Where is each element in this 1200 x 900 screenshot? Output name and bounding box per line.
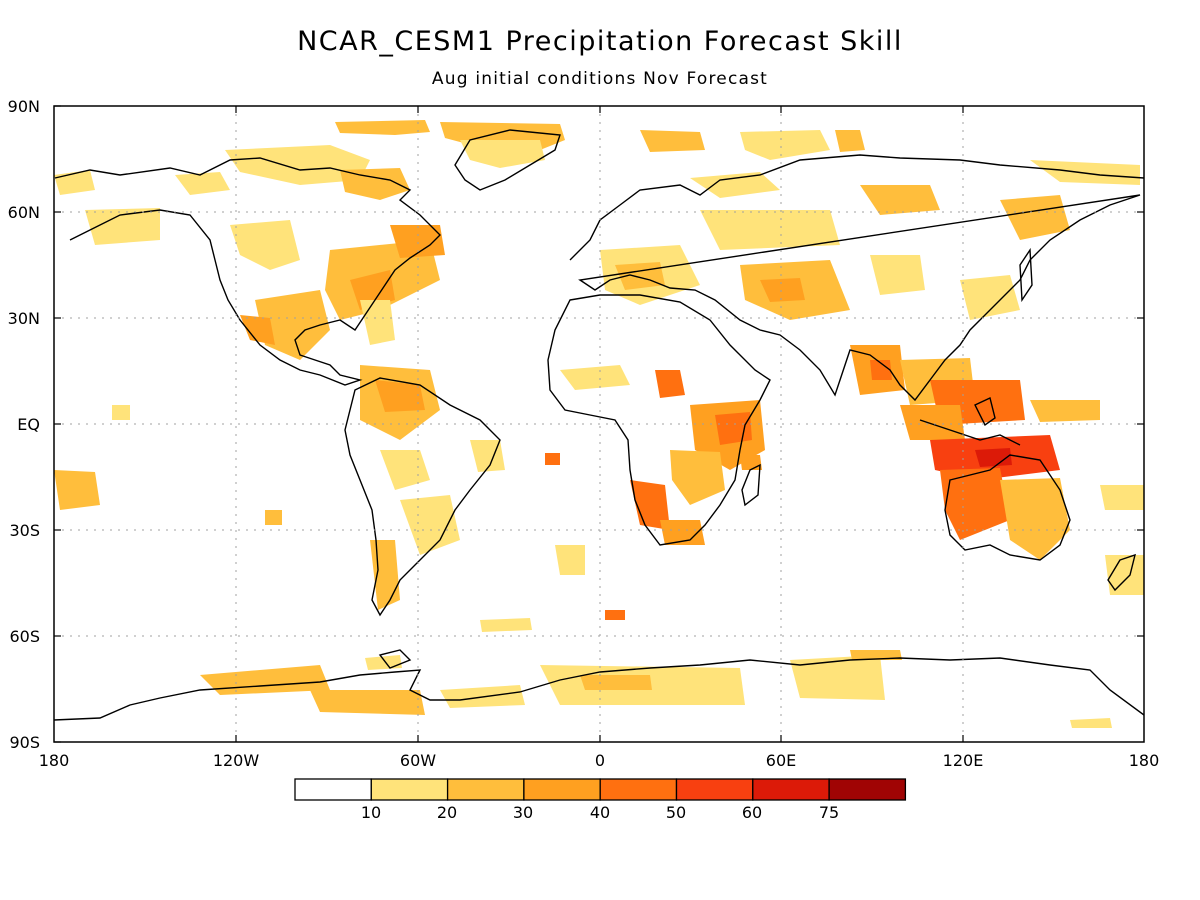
colorbar-swatch	[752, 778, 830, 801]
lat-label-eq: EQ	[17, 415, 40, 434]
lat-label-60n: 60N	[8, 203, 40, 222]
map-title: NCAR_CESM1 Precipitation Forecast Skill	[297, 26, 903, 57]
axis-ticks	[54, 105, 1144, 743]
lat-label-90s: 90S	[9, 733, 40, 752]
colorbar-swatch	[828, 778, 907, 801]
lat-label-30n: 30N	[8, 309, 40, 328]
graticule	[54, 106, 1144, 742]
colorbar-swatch	[294, 778, 372, 801]
lon-label-180w: 180	[39, 751, 70, 770]
colorbar-boxes	[294, 778, 907, 801]
colorbar-label-40: 40	[590, 803, 610, 822]
map-panel	[53, 105, 1145, 743]
lat-label-60s: 60S	[9, 627, 40, 646]
colorbar: 10 20 30 40 50 60 75	[294, 778, 907, 822]
colorbar-swatch	[523, 778, 601, 801]
lat-label-90n: 90N	[8, 97, 40, 116]
colorbar-label-75: 75	[819, 803, 839, 822]
colorbar-label-50: 50	[666, 803, 686, 822]
lon-label-120e: 120E	[943, 751, 984, 770]
colorbar-swatch	[675, 778, 754, 801]
colorbar-label-60: 60	[742, 803, 762, 822]
map-subtitle: Aug initial conditions Nov Forecast	[431, 69, 769, 89]
lon-label-0: 0	[595, 751, 605, 770]
colorbar-label-20: 20	[437, 803, 457, 822]
lon-label-120w: 120W	[213, 751, 260, 770]
lat-label-30s: 30S	[9, 521, 40, 540]
colorbar-swatch	[599, 778, 678, 801]
colorbar-swatch	[370, 778, 449, 801]
colorbar-label-10: 10	[361, 803, 381, 822]
lon-label-60e: 60E	[766, 751, 796, 770]
lon-label-60w: 60W	[400, 751, 436, 770]
skill-shading	[54, 120, 1144, 728]
coastlines	[53, 129, 1145, 721]
lon-label-180e: 180	[1129, 751, 1160, 770]
colorbar-swatch	[446, 778, 525, 801]
colorbar-label-30: 30	[513, 803, 533, 822]
